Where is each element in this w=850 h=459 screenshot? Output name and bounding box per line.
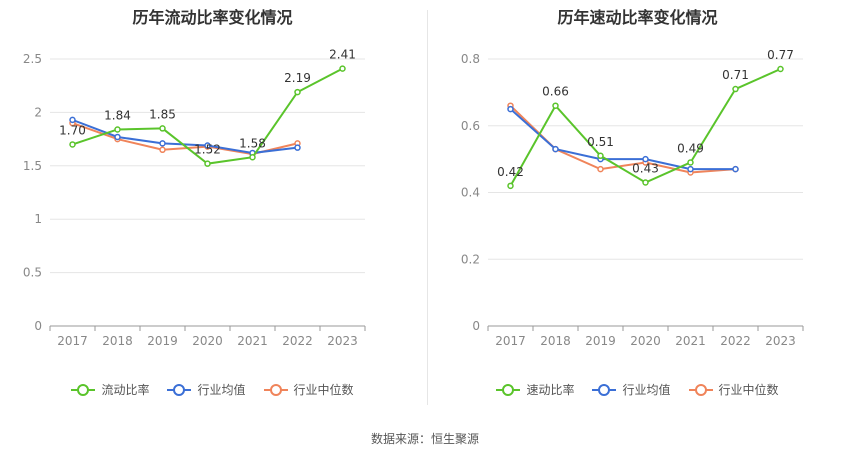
data-point[interactable]	[294, 88, 301, 96]
data-label: 1.52	[194, 143, 221, 157]
series-line	[72, 118, 298, 154]
data-point[interactable]	[114, 133, 121, 141]
data-label: 1.85	[149, 107, 176, 121]
data-point[interactable]	[159, 146, 166, 154]
legend-item[interactable]: 行业中位数	[688, 381, 779, 398]
data-source-note: 数据来源：恒生聚源	[370, 432, 479, 446]
y-tick-label: 0	[34, 319, 42, 333]
x-tick-label: 2022	[720, 334, 751, 348]
data-point[interactable]	[294, 144, 301, 151]
y-tick-label: 0.4	[461, 186, 480, 200]
x-tick-label: 2017	[57, 334, 88, 348]
data-point[interactable]	[507, 182, 514, 190]
data-point[interactable]	[552, 102, 559, 109]
data-point[interactable]	[732, 165, 739, 173]
data-point[interactable]	[687, 165, 694, 173]
data-label: 0.66	[542, 85, 569, 99]
data-label: 0.43	[632, 161, 659, 175]
legend-label: 行业均值	[197, 383, 246, 397]
x-tick-label: 2020	[630, 334, 661, 348]
data-point[interactable]	[552, 145, 559, 153]
quick-ratio-legend: 速动比率 行业均值 行业中位数	[425, 381, 850, 398]
quick-ratio-chart: 历年速动比率变化情况 0 0.2 0.4 0.6 0.8 2017 2018 2019 2020…	[425, 0, 850, 420]
legend-label: 行业中位数	[293, 383, 354, 397]
x-tick-label: 2018	[540, 334, 571, 348]
data-point[interactable]	[597, 152, 604, 160]
y-tick-label: 2	[34, 105, 42, 119]
y-tick-label: 0	[472, 319, 480, 333]
data-label: 1.84	[104, 108, 131, 122]
y-tick-label: 0.5	[23, 266, 42, 280]
legend-item[interactable]: 行业均值	[592, 381, 671, 398]
y-tick-label: 0.2	[461, 252, 480, 266]
data-point[interactable]	[204, 160, 211, 167]
x-tick-label: 2019	[147, 334, 178, 348]
y-tick-label: 2.5	[23, 52, 42, 66]
legend-item[interactable]: 流动比率	[71, 381, 149, 398]
current-ratio-legend: 流动比率 行业均值 行业中位数	[0, 381, 425, 398]
x-tick-label: 2020	[192, 334, 223, 348]
legend-label: 流动比率	[101, 383, 150, 397]
data-point[interactable]	[507, 105, 514, 113]
data-label: 0.77	[767, 48, 794, 62]
data-label: 0.49	[677, 141, 704, 155]
data-point[interactable]	[159, 125, 166, 132]
y-tick-label: 0.8	[461, 52, 480, 66]
data-point[interactable]	[687, 159, 694, 166]
data-point[interactable]	[69, 116, 76, 124]
data-point[interactable]	[642, 155, 649, 163]
data-point[interactable]	[642, 179, 649, 186]
legend-label: 速动比率	[526, 383, 575, 397]
x-tick-label: 2023	[327, 334, 358, 348]
legend-marker-icon	[592, 383, 617, 396]
data-point[interactable]	[339, 65, 346, 72]
y-tick-label: 1.5	[23, 159, 42, 173]
data-point[interactable]	[777, 65, 784, 73]
data-point[interactable]	[114, 126, 121, 133]
legend-item[interactable]: 速动比率	[496, 381, 574, 398]
x-tick-label: 2021	[675, 334, 706, 348]
data-point[interactable]	[159, 140, 166, 147]
data-point[interactable]	[732, 85, 739, 93]
legend-marker-icon	[496, 383, 521, 396]
data-point[interactable]	[69, 141, 76, 148]
data-label: 0.71	[722, 68, 749, 82]
x-tick-label: 2017	[495, 334, 526, 348]
legend-marker-icon	[167, 383, 192, 396]
data-label: 1.70	[59, 123, 86, 137]
y-tick-label: 1	[34, 212, 42, 226]
data-label: 2.19	[284, 71, 311, 85]
x-tick-label: 2023	[765, 334, 796, 348]
x-tick-label: 2022	[282, 334, 313, 348]
series-line	[509, 108, 736, 171]
legend-label: 行业均值	[622, 383, 671, 397]
chart-title: 历年流动比率变化情况	[132, 8, 293, 27]
chart-title: 历年速动比率变化情况	[557, 8, 718, 27]
legend-item[interactable]: 行业中位数	[263, 381, 354, 398]
legend-marker-icon	[263, 383, 288, 396]
x-tick-label: 2018	[102, 334, 133, 348]
current-ratio-chart: 历年流动比率变化情况 0 0.5 1 1.5 2 2.5 2017 2018 2019 2020 2…	[0, 0, 425, 420]
legend-marker-icon	[71, 383, 96, 396]
panel-divider	[427, 10, 428, 405]
data-label: 0.42	[497, 165, 524, 179]
x-tick-label: 2019	[585, 334, 616, 348]
x-tick-label: 2021	[237, 334, 268, 348]
legend-label: 行业中位数	[718, 383, 779, 397]
data-point[interactable]	[597, 165, 604, 173]
y-tick-label: 0.6	[461, 119, 480, 133]
quick-ratio-plot: 0 0.2 0.4 0.6 0.8 2017 2018 2019 2020 2021 2022 202…	[461, 48, 804, 348]
data-label: 0.51	[587, 135, 614, 149]
data-label: 1.58	[239, 136, 266, 150]
data-label: 2.41	[329, 48, 356, 62]
legend-marker-icon	[688, 383, 713, 396]
legend-item[interactable]: 行业均值	[167, 381, 246, 398]
data-point[interactable]	[204, 142, 211, 149]
data-point[interactable]	[249, 154, 256, 161]
